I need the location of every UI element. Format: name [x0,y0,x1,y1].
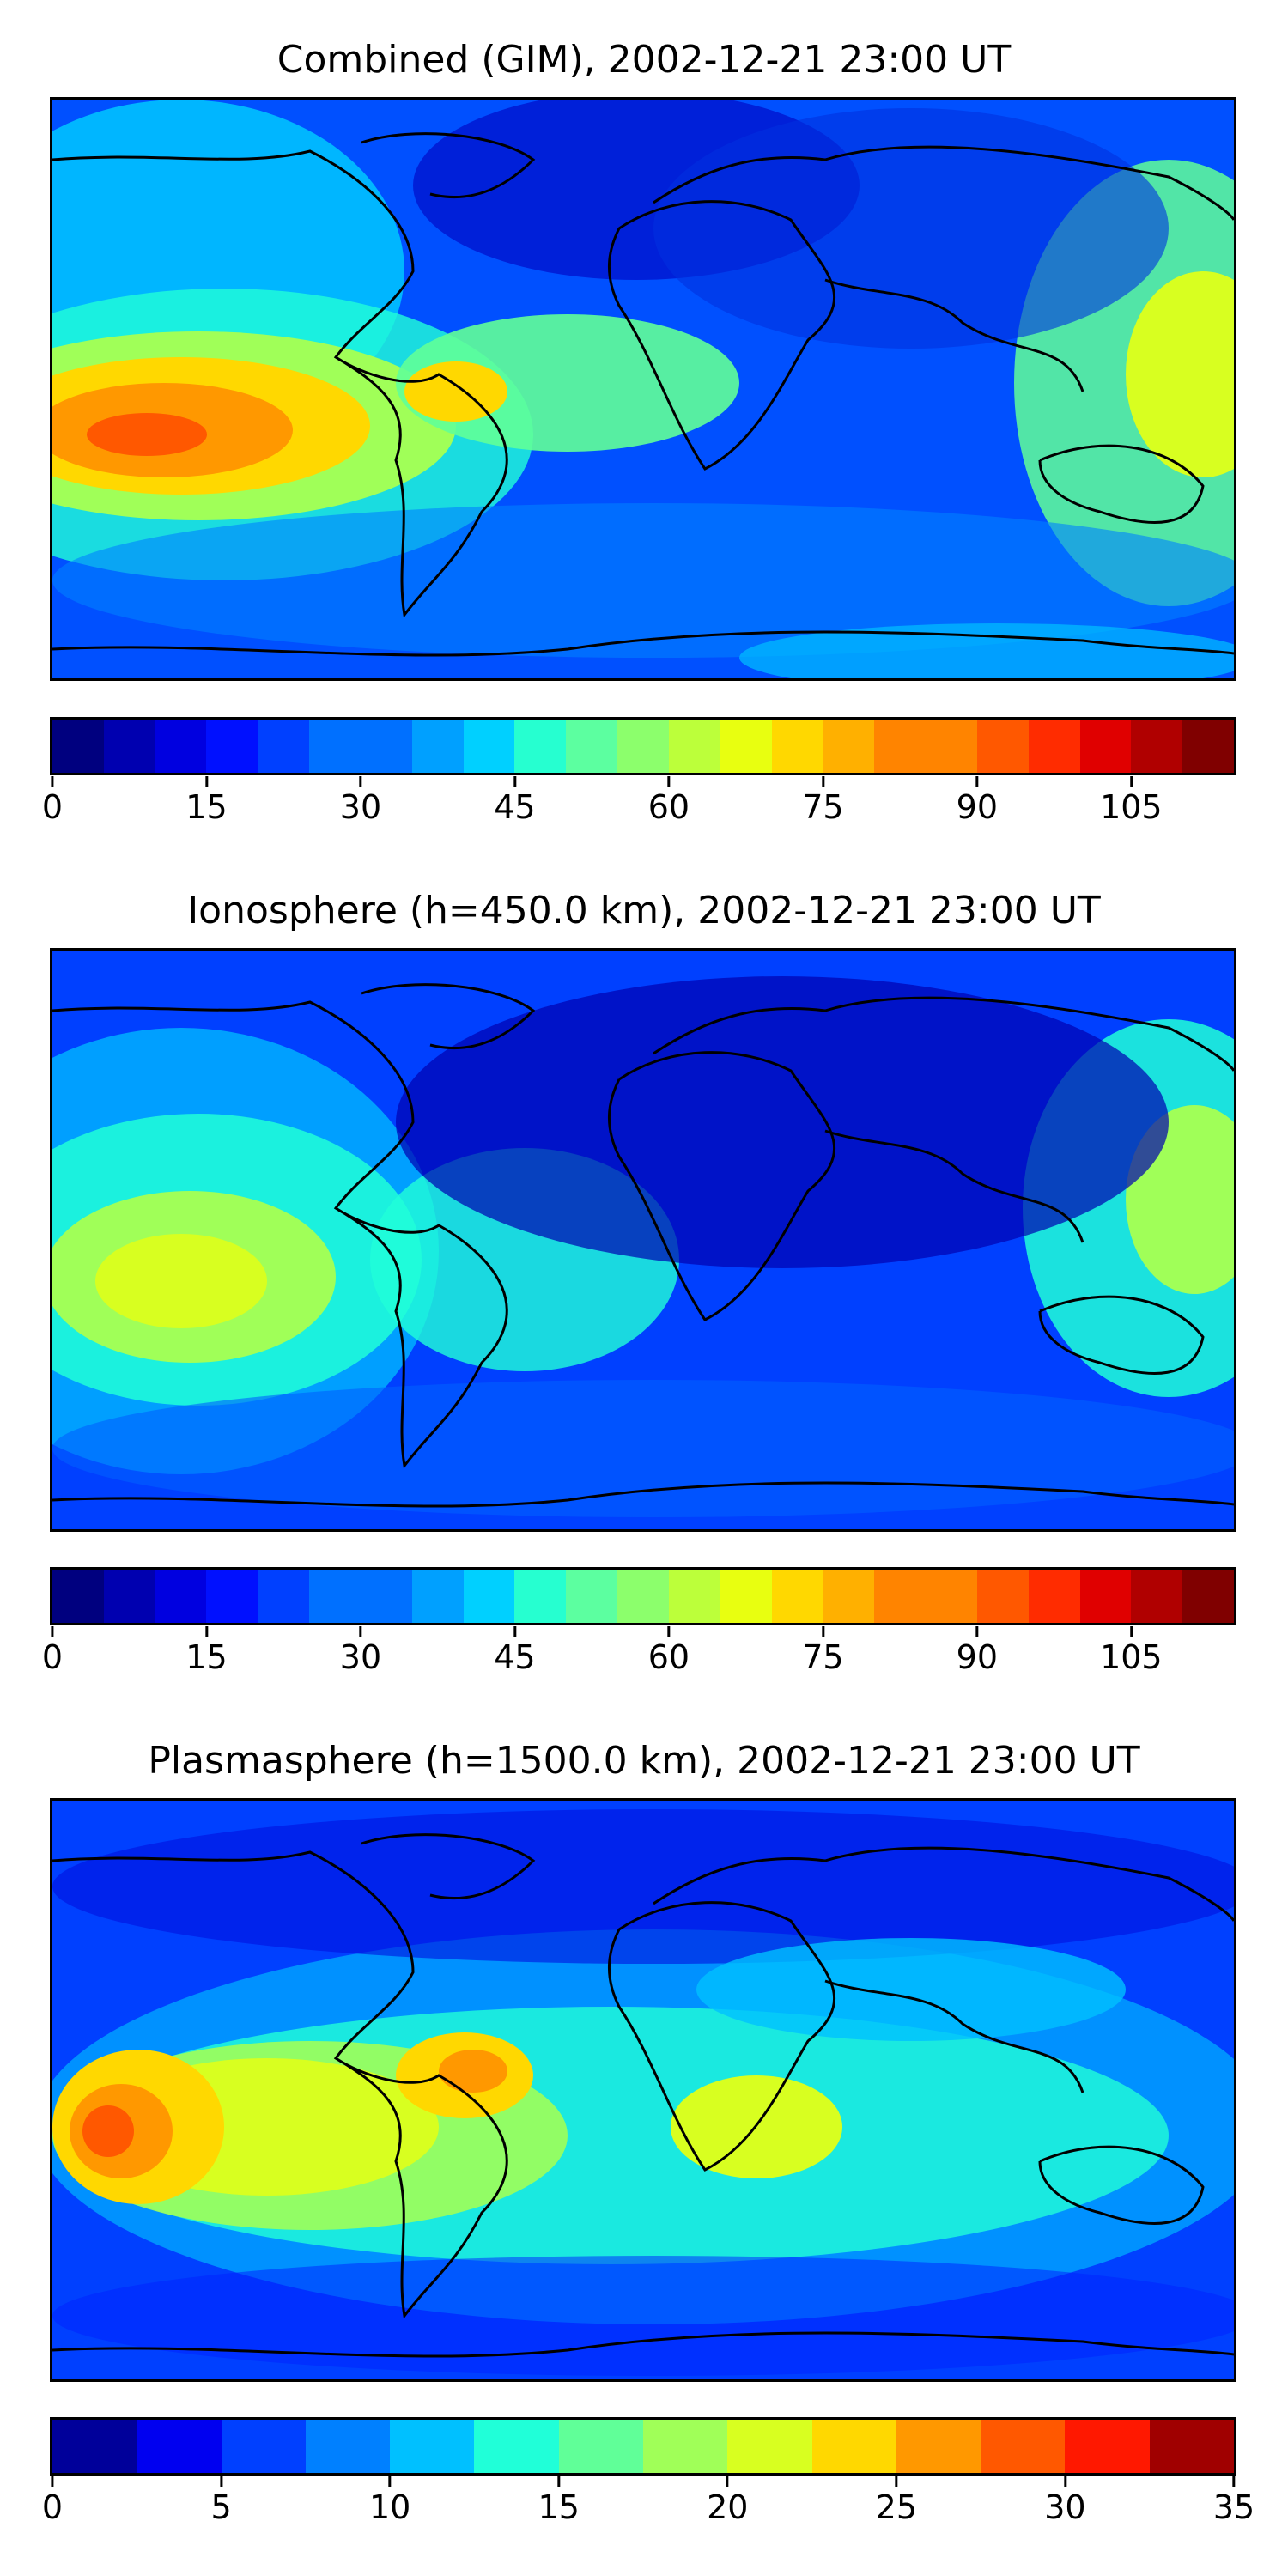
colorbar-segment [823,720,875,773]
colorbar-segment [103,1570,155,1623]
colorbar-tick-label: 75 [802,788,844,826]
panel-title-combined: Combined (GIM), 2002-12-21 23:00 UT [276,38,1012,82]
colorbar-segment [309,720,361,773]
colorbar-segment [720,720,772,773]
colorbar-segment [360,1570,412,1623]
panel-title-ionosphere: Ionosphere (h=450.0 km), 2002-12-21 23:0… [187,889,1101,933]
colorbar-tick-label: 45 [494,1638,536,1676]
colorbar-segment [411,1570,464,1623]
colorbar-ticks-ionosphere: 0 15 30 45 60 75 90 105 [42,1638,1236,1690]
colorbar-tick-label: 45 [494,788,536,826]
colorbar-tick-label: 30 [339,788,382,826]
colorbar-segment [155,720,207,773]
colorbar-tick-label: 30 [339,1638,382,1676]
colorbar-segment [926,720,977,773]
colorbar-segment [926,1570,977,1623]
colorbar-tick-label: 60 [647,1638,690,1676]
colorbar-tick-label: 0 [41,2488,64,2526]
colorbar-segment [823,1570,875,1623]
colorbar-segment [206,720,258,773]
colorbar-segment [642,2420,728,2473]
colorbar-plasmasphere [50,2417,1236,2476]
colorbar-segment [1182,720,1235,773]
colorbar-tick-label: 10 [368,2488,411,2526]
colorbar-tick-label: 25 [875,2488,918,2526]
coastlines [52,132,1234,657]
colorbar-segment [52,1570,104,1623]
colorbar-segment [1131,1570,1183,1623]
colorbar-segment [52,720,104,773]
colorbar-segment [305,2420,391,2473]
colorbar-tick-label: 30 [1044,2488,1086,2526]
colorbar-segment [558,2420,643,2473]
colorbar-tick-label: 0 [41,788,64,826]
colorbar-segment [1028,720,1080,773]
colorbar-tick-label: 15 [185,788,228,826]
colorbar-tick-label: 90 [956,1638,999,1676]
colorbar-segment [1131,720,1183,773]
colorbar-segment [1079,720,1132,773]
colorbar-segment [874,720,927,773]
colorbar-segment [668,1570,720,1623]
colorbar-segment [52,2420,137,2473]
colorbar-segment [1028,1570,1080,1623]
colorbar-segment [1149,2420,1234,2473]
colorbar-segment [896,2420,981,2473]
colorbar-tick-label: 15 [538,2488,580,2526]
colorbar-segment [411,720,464,773]
colorbar-ticks-combined: 0 15 30 45 60 75 90 105 [42,788,1236,840]
colorbar-ionosphere [50,1567,1236,1625]
colorbar-tick-label: 35 [1212,2488,1255,2526]
colorbar-segment [463,1570,515,1623]
colorbar-segment [874,1570,927,1623]
colorbar-segment [720,1570,772,1623]
colorbar-tick-label: 75 [802,1638,844,1676]
colorbar-combined [50,717,1236,775]
colorbar-tick-label: 5 [210,2488,232,2526]
colorbar-tick-label: 90 [956,788,999,826]
colorbar-segment [1065,2420,1150,2473]
colorbar-tick-label: 20 [707,2488,749,2526]
colorbar-tick-label: 0 [41,1638,64,1676]
map-plasmasphere [50,1798,1236,2382]
colorbar-segment [976,1570,1029,1623]
colorbar-segment [390,2420,475,2473]
coastlines [52,1833,1234,2358]
colorbar-segment [474,2420,559,2473]
colorbar-segment [617,1570,669,1623]
panel-title-plasmasphere: Plasmasphere (h=1500.0 km), 2002-12-21 2… [148,1739,1140,1783]
colorbar-segment [727,2420,812,2473]
colorbar-segment [771,1570,823,1623]
colorbar-segment [514,720,567,773]
colorbar-segment [1182,1570,1235,1623]
colorbar-segment [771,720,823,773]
colorbar-tick-label: 15 [185,1638,228,1676]
colorbar-tick-label: 105 [1100,1638,1163,1676]
colorbar-segment [360,720,412,773]
coastlines [52,983,1234,1508]
colorbar-ticks-plasmasphere: 0 5 10 15 20 25 30 35 [42,2488,1255,2540]
map-combined-gim [50,97,1236,681]
colorbar-segment [258,1570,310,1623]
colorbar-segment [463,720,515,773]
colorbar-segment [976,720,1029,773]
colorbar-segment [566,720,618,773]
colorbar-segment [155,1570,207,1623]
colorbar-segment [566,1570,618,1623]
colorbar-segment [617,720,669,773]
colorbar-segment [1079,1570,1132,1623]
colorbar-segment [668,720,720,773]
colorbar-tick-label: 105 [1100,788,1163,826]
colorbar-segment [206,1570,258,1623]
colorbar-segment [137,2420,222,2473]
colorbar-segment [981,2420,1066,2473]
map-ionosphere [50,948,1236,1532]
colorbar-segment [514,1570,567,1623]
colorbar-segment [258,720,310,773]
colorbar-tick-label: 60 [647,788,690,826]
colorbar-segment [309,1570,361,1623]
colorbar-segment [103,720,155,773]
colorbar-segment [221,2420,306,2473]
colorbar-segment [811,2420,896,2473]
